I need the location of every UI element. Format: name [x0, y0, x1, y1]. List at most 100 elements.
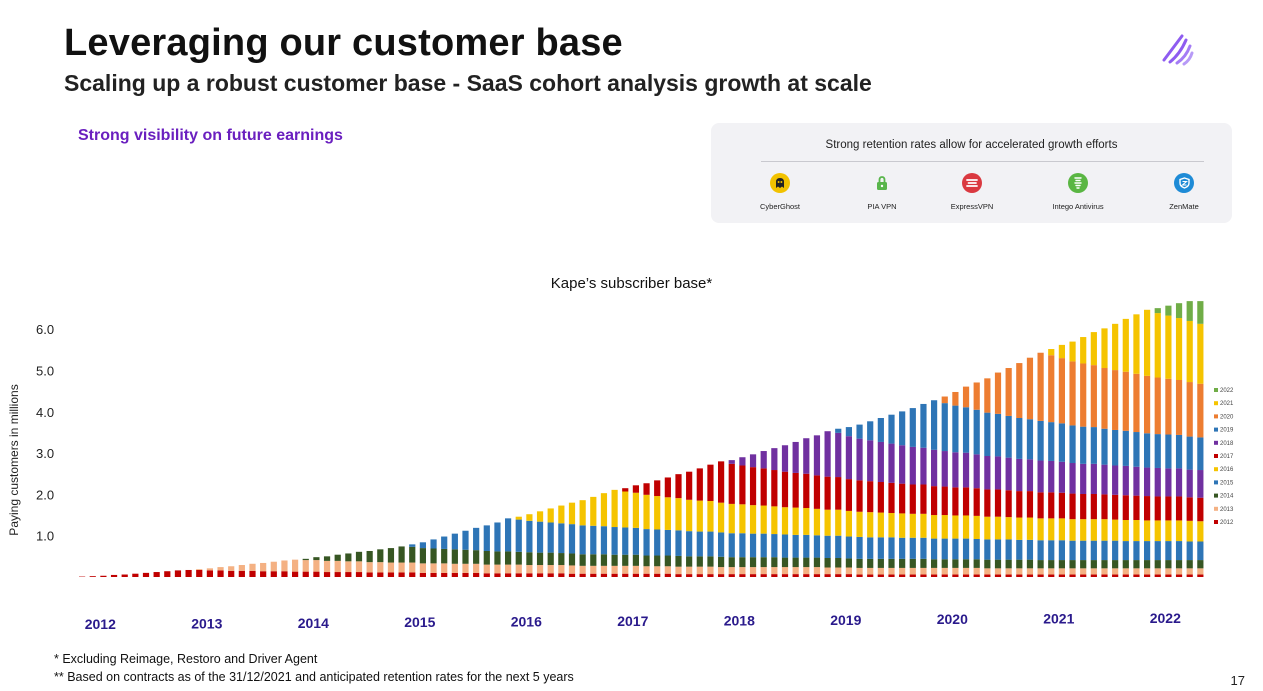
bar-segment-2018 — [803, 438, 810, 474]
bar-segment-2022 — [1175, 303, 1183, 319]
bar-segment-2015 — [1154, 541, 1161, 561]
bar-segment-2014 — [962, 559, 970, 568]
bar-segment-2012 — [313, 571, 320, 577]
bar-segment-2014 — [664, 555, 671, 567]
y-tick-labels: 1.0 2.0 3.0 4.0 5.0 6.0 — [36, 322, 54, 544]
bar-segment-2013 — [366, 562, 373, 573]
bar-segment-2013 — [771, 567, 778, 575]
bar-segment-2012 — [345, 572, 352, 577]
brand-zenmate: ZenMate — [1129, 173, 1239, 211]
bar-segment-2015 — [909, 537, 916, 559]
bar-segment-2015 — [962, 538, 970, 560]
bar-segment-2015 — [952, 538, 959, 560]
bar-segment-2017 — [845, 479, 852, 511]
bar-segment-2018 — [1175, 468, 1183, 497]
bar-segment-2017 — [1048, 492, 1055, 519]
bar-segment-2013 — [355, 561, 363, 573]
bar-segment-2014 — [920, 558, 927, 568]
bar-segment-2015 — [675, 530, 682, 556]
bar-segment-2012 — [281, 571, 288, 577]
bar-segment-2019 — [1037, 420, 1044, 461]
bar-segment-2012 — [856, 574, 863, 577]
bar-segment-2013 — [835, 567, 842, 575]
bar-segment-2015 — [1016, 539, 1023, 560]
bar-segment-2016 — [611, 489, 618, 528]
bar-segment-2017 — [1112, 494, 1119, 520]
bar-segment-2014 — [867, 558, 874, 568]
bar-segment-2019 — [867, 421, 874, 441]
bar-segment-2013 — [1058, 568, 1065, 575]
bar-segment-2014 — [813, 557, 821, 568]
bar-segment-2013 — [962, 567, 970, 575]
bar-segment-2013 — [419, 563, 426, 573]
bar-segment-2018 — [920, 447, 927, 485]
bar-segment-2013 — [398, 562, 405, 573]
bar-segment-2013 — [941, 567, 948, 575]
bar-segment-2016 — [526, 514, 533, 521]
bar-segment-2013 — [451, 563, 458, 573]
bar-segment-2014 — [835, 558, 842, 568]
bar-segment-2017 — [771, 470, 778, 507]
bar-segment-2012 — [962, 574, 970, 577]
chart-title: Kape’s subscriber base* — [550, 275, 713, 292]
bar-segment-2015 — [803, 534, 810, 558]
bar-segment-2022 — [1154, 308, 1161, 314]
bar-segment-2014 — [494, 551, 501, 565]
bar-segment-2012 — [292, 571, 299, 577]
bar-segment-2015 — [1026, 539, 1034, 560]
legend-swatch — [1214, 506, 1218, 511]
legend-swatch — [1214, 454, 1218, 458]
bar-segment-2013 — [1154, 568, 1161, 575]
bar-segment-2012 — [430, 572, 437, 577]
bar-segment-2015 — [686, 531, 693, 557]
bar-segment-2017 — [973, 488, 980, 516]
bar-segment-2015 — [696, 531, 703, 557]
bar-segment-2012 — [899, 574, 906, 577]
bar-segment-2016 — [781, 507, 789, 535]
bar-segment-2020 — [1165, 378, 1172, 435]
bar-segment-2017 — [749, 467, 757, 506]
bar-segment-2012 — [409, 572, 416, 577]
bar-segment-2016 — [835, 509, 842, 536]
bar-segment-2017 — [856, 480, 863, 512]
bar-segment-2019 — [1122, 430, 1129, 466]
x-tick-label: 2021 — [1043, 611, 1074, 627]
bar-segment-2019 — [984, 412, 991, 456]
bar-segment-2019 — [1154, 434, 1161, 468]
bar-segment-2016 — [1090, 519, 1097, 541]
bar-segment-2012 — [302, 571, 309, 577]
x-tick-label: 2019 — [830, 612, 861, 628]
bar-segment-2021 — [1186, 320, 1193, 383]
bar-segment-2020 — [994, 372, 1002, 414]
legend-swatch — [1214, 493, 1218, 498]
bar-segment-2019 — [1144, 433, 1151, 468]
bar-segment-2018 — [1144, 467, 1151, 497]
bar-segment-2012 — [1101, 574, 1108, 577]
bar-segment-2018 — [1197, 470, 1204, 498]
bar-segment-2012 — [1175, 574, 1183, 577]
bar-segment-2016 — [632, 492, 639, 528]
bar-segment-2014 — [611, 554, 618, 566]
bar-segment-2012 — [451, 572, 458, 577]
brand-label: ZenMate — [1169, 202, 1199, 211]
bar-segment-2018 — [1026, 459, 1034, 492]
bar-segment-2014 — [1197, 560, 1204, 569]
bar-segment-2015 — [1144, 541, 1151, 561]
bar-segment-2013 — [505, 564, 512, 574]
bar-segment-2020 — [1026, 357, 1034, 420]
bar-segment-2016 — [1144, 520, 1151, 542]
brand-pia-vpn: PIA VPN — [827, 173, 937, 211]
bar-segment-2018 — [888, 443, 895, 483]
bar-segment-2017 — [835, 477, 842, 510]
bar-segment-2015 — [1112, 540, 1119, 561]
retention-panel: Strong retention rates allow for acceler… — [711, 123, 1232, 223]
bar-segment-2013 — [206, 568, 213, 571]
chart-legend: 2022 2021 2020 2019 2018 2017 2016 2015 2014 2013… — [1214, 388, 1234, 526]
bar-segment-2012 — [526, 573, 533, 577]
bar-segment-2014 — [334, 554, 341, 561]
bar-segment-2013 — [643, 566, 650, 574]
bar-segment-2017 — [1016, 491, 1023, 518]
bar-segment-2014 — [1090, 560, 1097, 569]
bar-segment-2016 — [845, 510, 852, 537]
bar-segment-2012 — [707, 574, 714, 577]
